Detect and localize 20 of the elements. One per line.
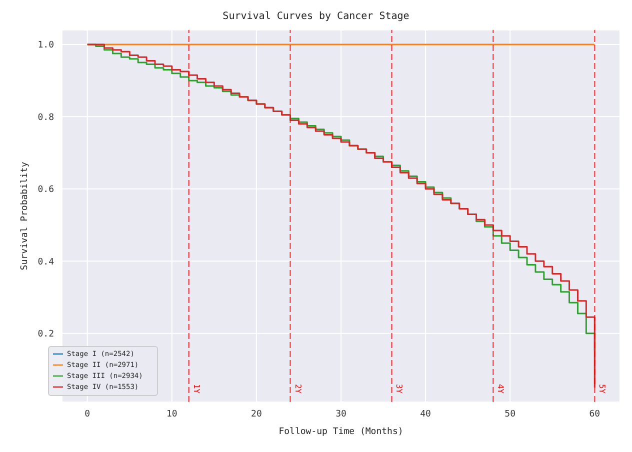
- x-tick-label: 10: [166, 409, 178, 420]
- y-tick-label: 0.4: [38, 257, 54, 268]
- ref-line-label: 3Y: [394, 384, 404, 394]
- x-tick-label: 50: [504, 409, 516, 420]
- ref-line-label: 4Y: [496, 384, 506, 394]
- y-tick-label: 0.2: [38, 330, 54, 340]
- x-tick-label: 60: [589, 409, 600, 420]
- chart-title: Survival Curves by Cancer Stage: [222, 10, 410, 24]
- x-tick-label: 40: [420, 409, 431, 420]
- ref-line-label: 2Y: [293, 384, 302, 394]
- x-axis-title: Follow-up Time (Months): [278, 427, 404, 437]
- ref-line-label: 1Y: [192, 384, 201, 394]
- y-tick-label: 0.8: [38, 112, 54, 123]
- x-tick-label: 30: [336, 409, 346, 420]
- x-tick-label: 0: [84, 409, 90, 420]
- x-tick-label: 20: [251, 409, 262, 420]
- ref-line-label: 5Y: [598, 384, 607, 394]
- y-axis-title: Survival Probability: [20, 161, 30, 270]
- y-tick-label: 0.6: [38, 185, 54, 196]
- y-tick-label: 1.0: [38, 40, 54, 51]
